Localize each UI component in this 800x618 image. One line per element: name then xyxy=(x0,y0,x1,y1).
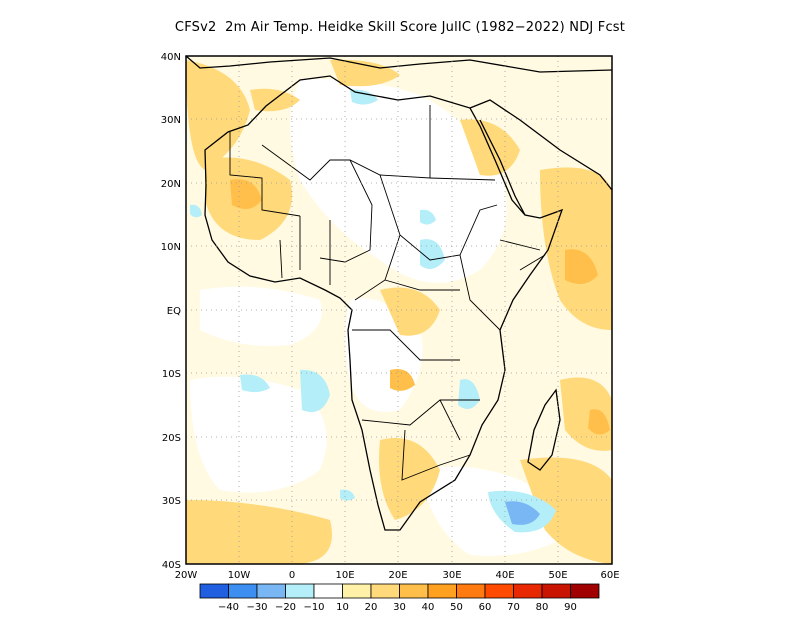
colorbar-label: 70 xyxy=(507,602,520,613)
lon-tick-label: 10W xyxy=(228,570,251,581)
colorbar-label: 30 xyxy=(393,602,406,613)
africa-coastline xyxy=(204,75,564,531)
colorbar-label: −30 xyxy=(246,602,267,613)
map-frame xyxy=(185,55,613,565)
colorbar-swatch xyxy=(199,583,229,599)
chart-title: CFSv2 2m Air Temp. Heidke Skill Score Ju… xyxy=(174,20,626,35)
colorbar-swatch xyxy=(399,583,429,599)
madagascar-coastline xyxy=(527,388,561,471)
colorbar: −40 −30 −20 −10 10 20 30 40 50 60 70 80 90 xyxy=(199,583,600,613)
colorbar-swatch xyxy=(541,583,571,599)
lat-tick-label: 20S xyxy=(162,433,181,444)
colorbar-label: 40 xyxy=(422,602,435,613)
colorbar-swatch xyxy=(342,583,372,599)
lat-tick-label: 10N xyxy=(161,242,181,253)
lat-tick-label: 20N xyxy=(161,179,181,190)
lat-axis: 40N 30N 20N 10N EQ 10S 20S 30S 40S xyxy=(161,52,181,571)
lon-tick-label: 50E xyxy=(548,570,567,581)
colorbar-swatch xyxy=(370,583,400,599)
colorbar-label: 90 xyxy=(564,602,577,613)
colorbar-swatch xyxy=(313,583,343,599)
lon-axis: 20W 10W 0 10E 20E 30E 40E 50E 60E xyxy=(175,570,620,581)
graticule xyxy=(186,56,612,564)
red-sea xyxy=(479,119,526,216)
lat-tick-label: EQ xyxy=(167,306,181,317)
skill-field xyxy=(186,56,612,564)
colorbar-label: 50 xyxy=(450,602,463,613)
lat-tick-label: 40S xyxy=(162,560,181,571)
lon-tick-label: 20W xyxy=(175,570,198,581)
colorbar-label: −20 xyxy=(275,602,296,613)
colorbar-swatch xyxy=(427,583,457,599)
colorbar-swatch xyxy=(228,583,258,599)
lon-tick-label: 40E xyxy=(495,570,514,581)
colorbar-swatch xyxy=(513,583,543,599)
lat-tick-label: 30N xyxy=(161,115,181,126)
lat-tick-label: 30S xyxy=(162,496,181,507)
arabian-coastline xyxy=(469,99,612,191)
colorbar-swatch xyxy=(256,583,286,599)
colorbar-label: 60 xyxy=(479,602,492,613)
country-borders xyxy=(229,105,546,481)
lon-tick-label: 0 xyxy=(289,570,295,581)
colorbar-label: 10 xyxy=(336,602,349,613)
lon-tick-label: 60E xyxy=(600,570,619,581)
colorbar-label: −40 xyxy=(218,602,239,613)
colorbar-swatch xyxy=(456,583,486,599)
lat-tick-label: 10S xyxy=(162,369,181,380)
lon-tick-label: 30E xyxy=(442,570,461,581)
lat-tick-label: 40N xyxy=(161,52,181,63)
colorbar-swatch xyxy=(570,583,600,599)
colorbar-label: −10 xyxy=(303,602,324,613)
colorbar-label: 20 xyxy=(365,602,378,613)
colorbar-swatch xyxy=(285,583,315,599)
lon-tick-label: 20E xyxy=(388,570,407,581)
lon-tick-label: 10E xyxy=(335,570,354,581)
colorbar-label: 80 xyxy=(536,602,549,613)
colorbar-swatch xyxy=(484,583,514,599)
